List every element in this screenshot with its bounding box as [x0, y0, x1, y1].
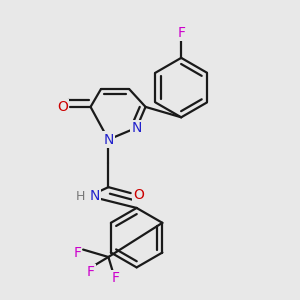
- Text: F: F: [177, 26, 185, 40]
- Text: O: O: [57, 100, 68, 114]
- Text: H: H: [76, 190, 85, 202]
- Text: N: N: [131, 121, 142, 135]
- Text: N: N: [103, 133, 114, 147]
- Text: F: F: [73, 245, 81, 260]
- Text: F: F: [112, 271, 120, 285]
- Text: N: N: [89, 189, 100, 203]
- Text: F: F: [87, 265, 94, 279]
- Text: O: O: [134, 188, 144, 202]
